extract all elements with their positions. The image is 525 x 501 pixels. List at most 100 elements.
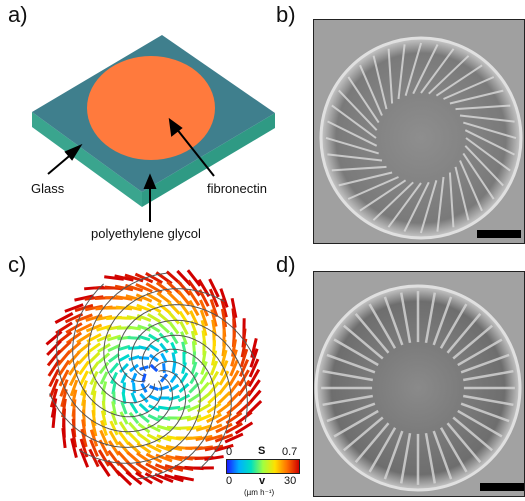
velocity-arrow: [51, 407, 57, 429]
cell-streak: [338, 89, 378, 131]
velocity-arrow: [236, 400, 252, 416]
velocity-arrow: [118, 353, 130, 363]
velocity-arrow: [118, 362, 130, 374]
velocity-arrow: [177, 300, 191, 316]
cell-streak: [449, 89, 504, 105]
velocity-arrow: [190, 330, 198, 346]
panel-label-c: c): [8, 252, 27, 277]
velocity-arrow: [128, 421, 140, 435]
velocity-arrow: [165, 454, 183, 462]
velocity-arrow: [97, 459, 111, 477]
velocity-arrow: [144, 472, 164, 484]
velocity-arrow: [219, 288, 229, 308]
substrate-side-left: [32, 112, 142, 207]
velocity-arrow: [217, 391, 231, 405]
velocity-arrow: [200, 319, 208, 337]
velocity-arrow: [137, 432, 151, 444]
velocity-arrow: [210, 309, 218, 327]
colorbar-v-min: 0: [226, 475, 233, 487]
label-fibronectin: fibronectin: [207, 181, 267, 196]
velocity-arrow: [248, 358, 260, 378]
velocity-arrow: [205, 434, 223, 442]
streamline: [49, 369, 187, 448]
cell-streak: [432, 430, 453, 480]
cell-streak: [462, 394, 514, 407]
cell-streak: [331, 165, 387, 172]
cell-streak: [368, 303, 397, 349]
cell-streak: [387, 48, 394, 104]
streamline: [72, 283, 163, 418]
cell-streak: [342, 416, 384, 452]
velocity-arrow: [199, 299, 209, 317]
velocity-arrow: [54, 312, 74, 324]
cell-streak: [424, 292, 437, 344]
cell-streak: [460, 402, 510, 423]
velocity-arrow: [177, 393, 191, 403]
velocity-arrow: [247, 368, 261, 388]
velocity-arrow: [90, 380, 98, 396]
velocity-arrow: [168, 383, 180, 393]
velocity-arrow: [135, 283, 153, 293]
velocity-arrow: [137, 334, 151, 342]
velocity-arrow: [158, 332, 170, 344]
velocity-arrow: [114, 274, 134, 282]
velocity-arrow: [129, 402, 139, 414]
cell-streak: [412, 44, 439, 95]
cell-streak: [462, 369, 514, 382]
velocity-arrow: [168, 394, 180, 402]
velocity-arrow: [164, 464, 184, 472]
velocity-arrow: [214, 443, 234, 453]
cell-streak: [372, 181, 414, 221]
velocity-arrow: [100, 410, 108, 426]
velocity-arrow: [158, 385, 170, 391]
cell-streak: [436, 176, 445, 232]
velocity-arrow: [110, 371, 118, 385]
velocity-arrow: [126, 315, 142, 321]
cell-streak: [459, 160, 483, 212]
velocity-arrow: [208, 288, 220, 308]
cell-streak: [464, 129, 515, 156]
velocity-arrow: [46, 340, 62, 356]
cell-streak: [347, 176, 399, 200]
velocity-arrow: [187, 279, 201, 297]
velocity-arrow: [189, 310, 199, 326]
velocity-arrow: [50, 398, 58, 418]
streamline: [103, 288, 225, 392]
streamline: [141, 334, 232, 469]
cell-streak: [333, 409, 379, 438]
velocity-arrow: [107, 343, 121, 353]
scale-bar-b: [477, 230, 521, 238]
velocity-arrow: [149, 353, 159, 363]
velocity-arrow: [70, 428, 78, 448]
cell-streak: [326, 402, 376, 423]
velocity-arrow: [147, 423, 161, 433]
velocity-arrow: [91, 409, 97, 427]
velocity-arrow: [70, 389, 78, 407]
velocity-arrow: [59, 379, 69, 397]
velocity-arrow: [149, 363, 159, 373]
micrograph-d-image: [314, 272, 524, 496]
cell-streak: [460, 353, 510, 374]
velocity-arrow: [128, 346, 140, 350]
velocity-arrow: [167, 301, 181, 315]
velocity-arrow: [61, 427, 67, 449]
cell-streak: [399, 432, 412, 484]
panel-label-d: d): [276, 252, 296, 277]
velocity-arrow: [119, 411, 129, 425]
velocity-arrow: [178, 310, 190, 326]
velocity-arrow: [115, 305, 133, 311]
velocity-arrow: [210, 350, 218, 366]
velocity-arrow: [148, 333, 160, 343]
velocity-arrow: [100, 381, 108, 395]
velocity-arrow: [169, 331, 179, 345]
cell-streak: [446, 422, 482, 464]
scale-bar-d: [480, 483, 524, 491]
velocity-arrow: [206, 402, 222, 414]
cell-streak: [399, 292, 412, 344]
velocity-arrow: [115, 470, 133, 486]
cell-streak: [397, 44, 406, 100]
streamline: [79, 360, 201, 464]
cell-streak: [338, 171, 393, 187]
label-glass: Glass: [31, 181, 65, 196]
